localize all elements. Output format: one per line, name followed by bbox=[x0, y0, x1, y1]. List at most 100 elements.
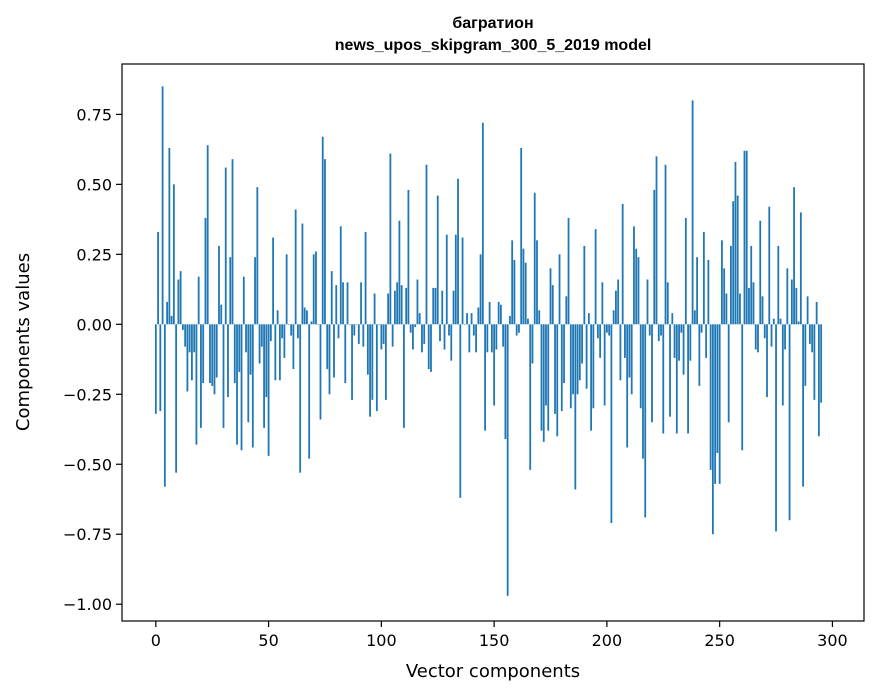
bar-259 bbox=[739, 293, 741, 325]
bar-36 bbox=[236, 324, 238, 445]
bar-261 bbox=[743, 150, 746, 325]
bar-131 bbox=[450, 324, 453, 361]
bar-239 bbox=[693, 310, 696, 325]
x-axis: 0 50 100 150 200 250 300 bbox=[151, 621, 848, 650]
bar-141 bbox=[472, 324, 475, 336]
bar-47 bbox=[260, 324, 263, 347]
bar-206 bbox=[619, 324, 622, 381]
bar-248 bbox=[714, 324, 717, 484]
bar-0 bbox=[154, 324, 157, 414]
bar-199 bbox=[603, 324, 606, 406]
y-axis: 0.75 0.50 0.25 0.00 −0.25 −0.50 −0.75 −1.00 bbox=[63, 105, 122, 614]
bar-128 bbox=[443, 324, 446, 350]
bar-214 bbox=[637, 257, 640, 325]
bar-226 bbox=[664, 164, 667, 325]
bar-124 bbox=[434, 287, 437, 325]
bar-207 bbox=[621, 203, 624, 325]
bar-166 bbox=[529, 324, 532, 470]
y-tick-label--1: −1.00 bbox=[63, 595, 112, 614]
bar-288 bbox=[804, 324, 807, 386]
bar-170 bbox=[538, 310, 541, 325]
bar-15 bbox=[188, 324, 191, 353]
bar-126 bbox=[439, 324, 441, 342]
bar-48 bbox=[263, 324, 265, 428]
bar-160 bbox=[515, 324, 518, 336]
x-tick-label-300: 300 bbox=[817, 631, 848, 650]
bar-107 bbox=[396, 282, 399, 325]
bar-68 bbox=[308, 324, 311, 459]
bar-93 bbox=[364, 231, 367, 325]
bar-256 bbox=[732, 201, 735, 325]
bar-106 bbox=[393, 290, 396, 325]
bar-167 bbox=[531, 324, 534, 364]
bar-190 bbox=[583, 245, 586, 325]
bar-220 bbox=[651, 324, 653, 423]
bar-165 bbox=[527, 318, 529, 325]
bar-283 bbox=[793, 187, 795, 325]
bar-197 bbox=[599, 324, 602, 358]
bar-265 bbox=[752, 282, 755, 325]
bar-103 bbox=[387, 293, 390, 325]
bar-274 bbox=[772, 318, 775, 325]
bar-54 bbox=[276, 310, 279, 325]
y-tick-label-0.25: 0.25 bbox=[76, 245, 112, 264]
bar-137 bbox=[463, 324, 466, 325]
bar-16 bbox=[191, 324, 193, 381]
y-tick-label-0: 0.00 bbox=[76, 315, 112, 334]
bar-84 bbox=[344, 324, 347, 384]
bar-202 bbox=[610, 324, 613, 524]
bar-100 bbox=[380, 324, 383, 350]
bar-116 bbox=[416, 279, 419, 325]
bar-286 bbox=[799, 212, 802, 325]
plot-frame bbox=[121, 63, 865, 622]
bar-175 bbox=[549, 268, 552, 325]
bar-88 bbox=[353, 324, 356, 336]
bar-168 bbox=[533, 192, 536, 325]
bar-3 bbox=[161, 86, 164, 325]
bars-group bbox=[154, 86, 823, 596]
bar-133 bbox=[454, 234, 457, 325]
bar-19 bbox=[197, 276, 200, 325]
bar-22 bbox=[204, 217, 207, 325]
bar-237 bbox=[689, 324, 692, 361]
bar-186 bbox=[574, 324, 577, 490]
bar-279 bbox=[784, 324, 786, 350]
bar-152 bbox=[497, 301, 500, 325]
bar-13 bbox=[184, 324, 187, 347]
bar-171 bbox=[540, 324, 543, 431]
bar-2 bbox=[159, 324, 162, 412]
bar-11 bbox=[179, 271, 182, 325]
bar-49 bbox=[265, 324, 268, 398]
bar-102 bbox=[384, 324, 387, 400]
bar-142 bbox=[475, 324, 477, 353]
bar-284 bbox=[795, 287, 798, 325]
bar-294 bbox=[817, 324, 820, 437]
bar-24 bbox=[209, 324, 211, 384]
bar-130 bbox=[448, 324, 450, 336]
bar-195 bbox=[594, 229, 597, 325]
bar-144 bbox=[479, 254, 482, 325]
bar-249 bbox=[716, 324, 719, 454]
bar-213 bbox=[635, 248, 638, 325]
bar-104 bbox=[389, 153, 392, 325]
bar-164 bbox=[524, 262, 527, 325]
bar-255 bbox=[730, 245, 732, 325]
bar-58 bbox=[285, 254, 288, 325]
bar-52 bbox=[272, 237, 274, 325]
bar-185 bbox=[572, 324, 574, 395]
bar-125 bbox=[436, 195, 439, 325]
x-tick-label-200: 200 bbox=[592, 631, 623, 650]
bar-30 bbox=[222, 324, 225, 428]
bar-290 bbox=[808, 324, 811, 344]
bar-105 bbox=[391, 324, 394, 347]
bar-91 bbox=[360, 282, 362, 325]
x-axis-label: Vector components bbox=[406, 661, 580, 682]
bar-210 bbox=[628, 324, 631, 378]
bar-282 bbox=[790, 279, 793, 325]
bar-201 bbox=[608, 324, 611, 336]
bar-110 bbox=[403, 324, 405, 428]
bar-205 bbox=[617, 279, 620, 325]
bar-173 bbox=[545, 324, 547, 406]
bar-236 bbox=[687, 324, 689, 434]
bar-156 bbox=[506, 324, 509, 596]
